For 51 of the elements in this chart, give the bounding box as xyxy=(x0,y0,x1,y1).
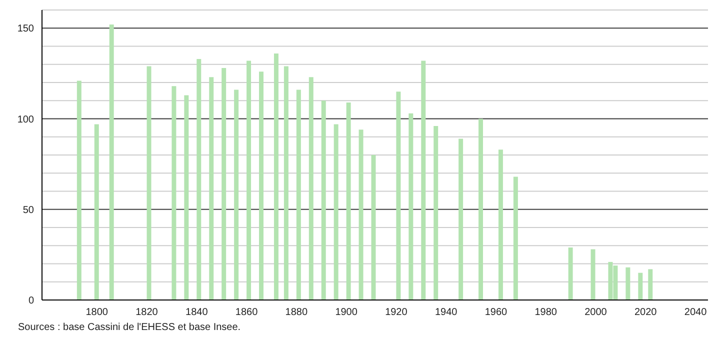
x-tick-label: 1820 xyxy=(136,307,158,318)
bar xyxy=(274,54,278,300)
bar xyxy=(648,269,653,300)
bar xyxy=(222,68,226,300)
x-tick-label: 1900 xyxy=(335,307,358,318)
x-tick-label: 1940 xyxy=(434,307,458,318)
y-tick-label: 100 xyxy=(17,114,34,126)
bar xyxy=(408,113,414,300)
bar xyxy=(334,124,338,300)
y-tick-label: 150 xyxy=(17,24,34,35)
bar xyxy=(76,80,82,300)
bar xyxy=(296,90,301,300)
bar xyxy=(421,60,426,300)
bar xyxy=(308,77,314,300)
y-tick-label: 50 xyxy=(22,204,34,216)
bar xyxy=(568,247,573,300)
bar xyxy=(321,100,326,300)
bar xyxy=(196,58,202,300)
bar xyxy=(146,66,152,300)
x-tick-label: 2000 xyxy=(584,307,608,318)
bar xyxy=(246,60,252,300)
x-tick-label: 1880 xyxy=(285,307,308,318)
x-tick-label: 1800 xyxy=(86,307,108,318)
bar xyxy=(478,118,484,300)
bar xyxy=(209,77,214,300)
bar xyxy=(184,95,189,300)
bar xyxy=(513,176,518,300)
x-tick-label: 1920 xyxy=(385,307,408,318)
bar xyxy=(590,249,596,300)
x-tick-label: 1960 xyxy=(484,307,508,318)
bar xyxy=(284,66,288,300)
x-tick-label: 1860 xyxy=(235,307,258,318)
bar xyxy=(638,272,643,300)
bar xyxy=(259,72,264,300)
bar xyxy=(109,24,114,300)
x-tick-label: 2020 xyxy=(634,307,658,318)
bar xyxy=(234,90,239,300)
x-tick-label: 1840 xyxy=(186,307,208,318)
x-tick-label: 1980 xyxy=(534,307,558,318)
bar xyxy=(498,150,503,300)
bar xyxy=(358,130,364,300)
bar xyxy=(434,126,438,300)
bar xyxy=(172,86,176,300)
x-tick-label: 2040 xyxy=(684,307,708,318)
y-tick-label: 0 xyxy=(28,296,34,307)
source-note: Sources : base Cassini de l'EHESS et base Insee. xyxy=(18,322,242,333)
bar xyxy=(626,267,630,300)
bar xyxy=(458,138,464,300)
bar xyxy=(346,102,351,300)
bar xyxy=(94,124,99,300)
bar xyxy=(396,92,401,300)
